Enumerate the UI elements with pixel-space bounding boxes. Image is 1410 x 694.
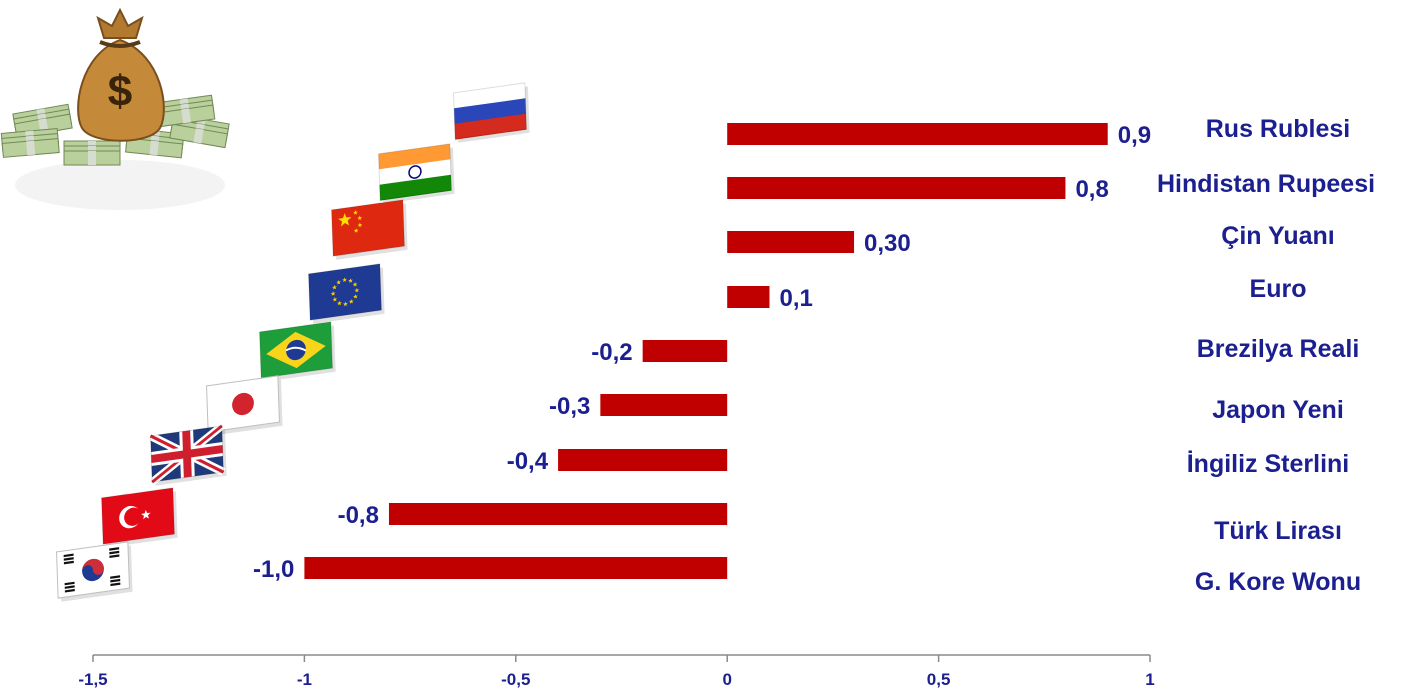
category-label: İngiliz Sterlini bbox=[1187, 450, 1350, 478]
category-label: Rus Rublesi bbox=[1206, 115, 1350, 143]
value-label: 0,1 bbox=[779, 285, 812, 312]
value-label: 0,8 bbox=[1075, 176, 1108, 203]
category-label: Japon Yeni bbox=[1212, 396, 1344, 424]
bar bbox=[727, 286, 770, 308]
bar bbox=[727, 177, 1066, 199]
south-korea-flag bbox=[56, 541, 133, 602]
value-label: 0,9 bbox=[1118, 122, 1151, 149]
category-label: G. Kore Wonu bbox=[1195, 568, 1361, 596]
x-tick-label: -0,5 bbox=[501, 670, 530, 689]
value-label: -0,8 bbox=[338, 502, 379, 529]
bar bbox=[558, 449, 728, 471]
value-label: -0,2 bbox=[591, 339, 632, 366]
uk-flag bbox=[148, 422, 227, 486]
bar bbox=[304, 557, 728, 579]
dollar-sign-icon: $ bbox=[108, 67, 132, 116]
china-flag bbox=[331, 199, 408, 260]
x-tick-label: 1 bbox=[1145, 670, 1154, 689]
category-label: Hindistan Rupeesi bbox=[1157, 170, 1375, 198]
category-label: Türk Lirası bbox=[1214, 517, 1342, 545]
value-label: 0,30 bbox=[864, 230, 911, 257]
bars-layer: 0,9 Rus Rublesi 0,8 Hindistan Rupeesi 0,30 Çi… bbox=[253, 115, 1375, 596]
turkey-flag bbox=[101, 487, 178, 548]
bar bbox=[642, 340, 728, 362]
value-label: -0,4 bbox=[507, 448, 549, 475]
x-axis: -1,5 -1 -0,5 0 0,5 1 bbox=[78, 654, 1155, 689]
decoration-layer: $ bbox=[0, 7, 530, 602]
x-tick-label: -1 bbox=[297, 670, 312, 689]
category-label: Çin Yuanı bbox=[1221, 222, 1334, 250]
india-flag bbox=[378, 143, 455, 204]
category-label: Brezilya Reali bbox=[1197, 335, 1360, 363]
bar bbox=[727, 231, 855, 253]
eu-flag bbox=[308, 263, 385, 324]
value-label: -0,3 bbox=[549, 393, 590, 420]
x-tick-label: 0,5 bbox=[927, 670, 951, 689]
x-tick-label: -1,5 bbox=[78, 670, 107, 689]
money-bag-icon: $ bbox=[0, 7, 230, 210]
bar bbox=[388, 503, 728, 525]
bar bbox=[600, 394, 728, 416]
category-label: Euro bbox=[1250, 275, 1307, 303]
bar bbox=[727, 123, 1108, 145]
x-tick-label: 0 bbox=[722, 670, 731, 689]
value-label: -1,0 bbox=[253, 556, 294, 583]
russia-flag bbox=[453, 82, 530, 143]
brazil-flag bbox=[259, 321, 336, 382]
japan-flag bbox=[206, 375, 283, 436]
